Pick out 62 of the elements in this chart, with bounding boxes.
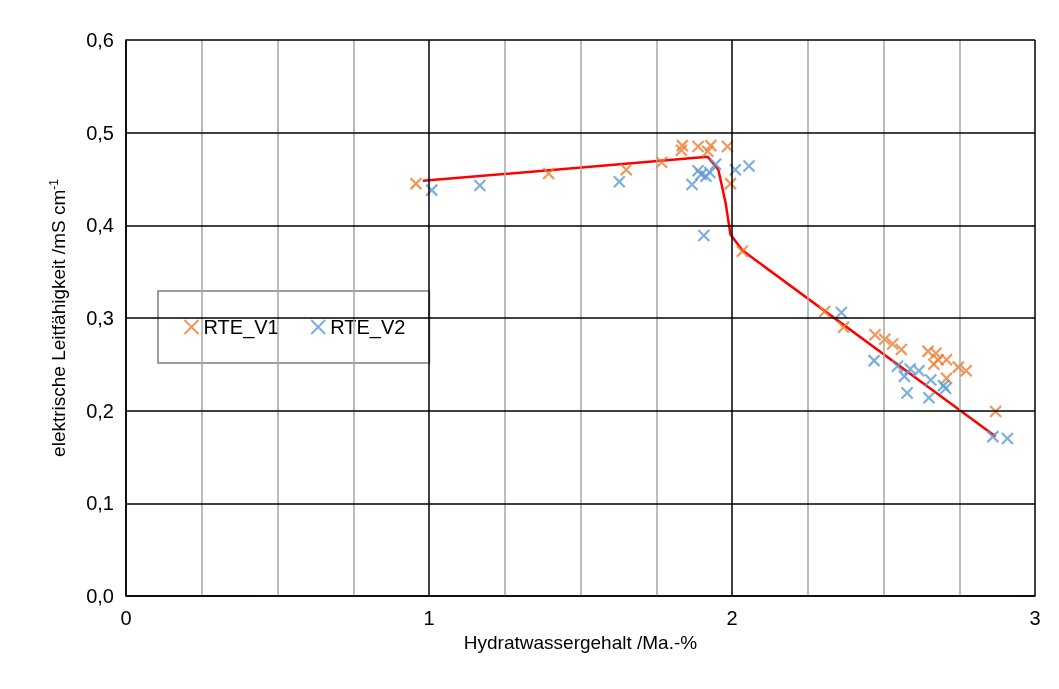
point xyxy=(704,139,718,153)
point xyxy=(728,163,742,177)
point xyxy=(703,165,717,180)
point xyxy=(989,404,1003,419)
point xyxy=(939,371,954,385)
point xyxy=(903,362,917,376)
point xyxy=(685,177,699,192)
point xyxy=(1000,431,1015,446)
point xyxy=(723,177,738,191)
point xyxy=(701,144,715,158)
x-tick-label: 2 xyxy=(726,607,738,629)
y-tick-label: 0,5 xyxy=(86,121,114,144)
point xyxy=(675,139,689,153)
point xyxy=(931,353,945,367)
point xyxy=(720,139,735,154)
legend-label: RTE_V2 xyxy=(330,316,406,339)
point xyxy=(939,353,954,367)
y-tick-label: 0,1 xyxy=(86,492,114,515)
y-tick-label: 0,0 xyxy=(86,585,114,607)
point xyxy=(836,320,851,334)
point xyxy=(868,328,882,342)
point xyxy=(912,364,926,378)
point xyxy=(878,332,892,346)
x-tick-label: 1 xyxy=(423,607,435,629)
point xyxy=(922,391,936,405)
point xyxy=(900,386,914,400)
y-tick-label: 0,4 xyxy=(86,214,114,237)
point xyxy=(924,373,938,387)
point xyxy=(818,304,832,319)
y-axis-title: elektrische Leitfähigkeit /mS cm-1 xyxy=(47,178,69,457)
point xyxy=(691,139,705,154)
point xyxy=(473,178,487,193)
point xyxy=(697,228,711,243)
point xyxy=(959,364,973,378)
y-tick-label: 0,6 xyxy=(86,29,114,51)
line-series xyxy=(421,155,997,438)
x-axis-title: Hydratwassergehalt /Ma.-% xyxy=(463,631,698,653)
point xyxy=(655,155,669,169)
point xyxy=(699,169,713,183)
point xyxy=(612,175,626,189)
x-tick-label: 3 xyxy=(1029,607,1041,629)
point xyxy=(894,342,908,357)
y-tick-label: 0,3 xyxy=(86,307,114,329)
point xyxy=(885,337,900,351)
point xyxy=(425,183,439,197)
point xyxy=(542,166,556,181)
point xyxy=(709,157,723,171)
point xyxy=(986,430,1000,444)
legend-label: RTE_V1 xyxy=(203,316,279,339)
point xyxy=(674,143,688,157)
point xyxy=(742,159,756,173)
point xyxy=(619,163,633,177)
point xyxy=(897,369,912,383)
point xyxy=(409,177,423,191)
point xyxy=(890,359,905,373)
point xyxy=(735,244,749,258)
point xyxy=(867,354,881,368)
y-tick-label: 0,2 xyxy=(86,399,114,422)
point xyxy=(921,344,935,358)
point xyxy=(834,305,848,320)
x-tick-label: 0 xyxy=(120,607,132,629)
point xyxy=(951,360,965,374)
